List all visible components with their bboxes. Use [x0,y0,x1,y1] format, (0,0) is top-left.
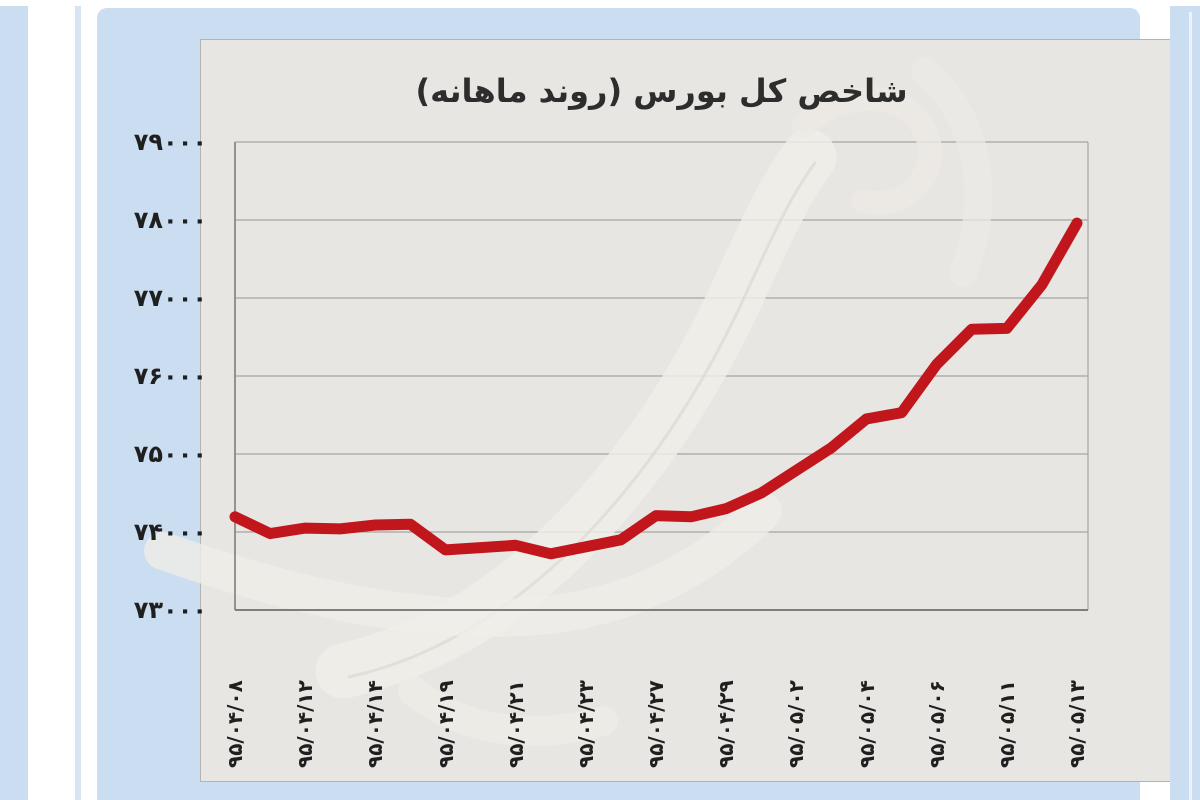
x-axis-tick-label: ۹۵/۰۴/۲۷ [644,680,668,768]
right-blue-band [1170,6,1200,800]
gridlines [235,141,1088,611]
x-axis-tick-label: ۹۵/۰۵/۰۴ [854,680,879,768]
x-axis-tick-label: ۹۵/۰۴/۲۱ [503,680,528,768]
left-blue-band [0,6,28,800]
chart-svg [144,57,1089,746]
x-axis-tick-label: ۹۵/۰۴/۲۹ [714,680,739,768]
index-trend-line [229,217,1083,560]
right-band-highlight [1189,12,1192,800]
y-axis-tick-label: ۷۶۰۰۰ [133,362,207,390]
x-axis-tick-label: ۹۵/۰۴/۱۴ [363,680,388,768]
watermark-swirl [144,57,993,746]
x-axis-tick-label: ۹۵/۰۴/۱۹ [433,680,458,768]
y-axis-tick-label: ۷۳۰۰۰ [133,596,207,624]
x-axis-tick-label: ۹۵/۰۵/۰۶ [924,680,949,768]
y-axis-tick-label: ۷۵۰۰۰ [133,440,207,468]
chart-title: شاخص کل بورس (روند ماهانه) [415,72,908,110]
x-axis-tick-label: ۹۵/۰۴/۲۳ [573,680,598,768]
x-axis-tick-label: ۹۵/۰۵/۱۳ [1065,680,1089,768]
y-axis-tick-label: ۷۸۰۰۰ [133,206,207,234]
x-axis-tick-label: ۹۵/۰۴/۰۸ [223,680,247,768]
x-axis-tick-label: ۹۵/۰۵/۱۱ [994,680,1019,768]
y-axis-tick-label: ۷۹۰۰۰ [133,128,207,156]
x-axis-tick-label: ۹۵/۰۵/۰۲ [784,680,809,768]
left-divider-line [75,6,81,800]
y-axis-tick-label: ۷۴۰۰۰ [133,518,207,546]
x-axis-tick-label: ۹۵/۰۴/۱۲ [293,680,318,768]
plot-border [234,142,1089,611]
y-axis-tick-label: ۷۷۰۰۰ [133,284,207,312]
